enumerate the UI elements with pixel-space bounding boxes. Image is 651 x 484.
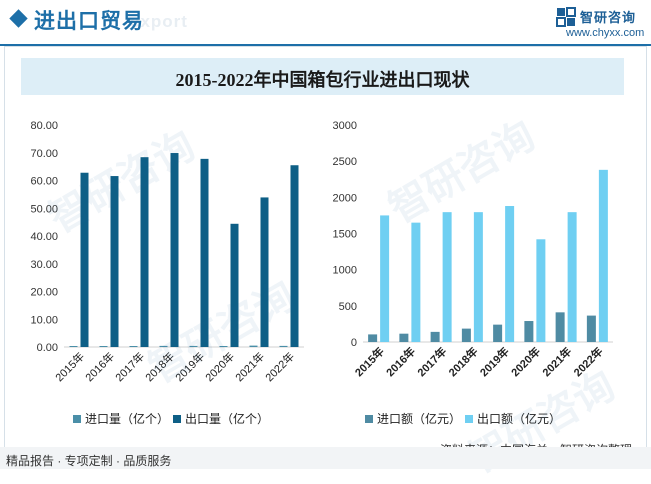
y-tick-label: 70.00 (30, 148, 58, 160)
chart-title: 2015-2022年中国箱包行业进出口现状 (175, 70, 470, 90)
bar-import (430, 331, 440, 342)
header-bar: export 进出口贸易 智研咨询 www.chyxx.com (0, 0, 651, 46)
bar-export (260, 197, 269, 347)
brand-name: 智研咨询 (580, 10, 637, 25)
y-tick-label: 0.00 (37, 342, 58, 354)
legend-swatch (365, 415, 373, 423)
y-tick-label: 40.00 (30, 231, 58, 243)
bar-import (399, 333, 409, 342)
y-tick-label: 2500 (333, 156, 357, 168)
header-watermark: export (130, 12, 188, 31)
chart-title-box: 2015-2022年中国箱包行业进出口现状 (21, 58, 624, 95)
x-tick-label: 2015年 (352, 344, 387, 379)
bar-export (598, 169, 608, 342)
bar-import (99, 346, 108, 347)
y-tick-label: 20.00 (30, 287, 58, 299)
y-tick-label: 50.00 (30, 203, 58, 215)
x-tick-label: 2016年 (383, 344, 418, 379)
legend-swatch (173, 415, 181, 423)
bar-import (129, 346, 138, 347)
bar-import (69, 346, 78, 347)
bar-import (555, 312, 565, 342)
bar-export (380, 215, 390, 342)
y-tick-label: 10.00 (30, 314, 58, 326)
bar-import (249, 345, 258, 347)
bar-import (159, 345, 168, 347)
bar-export (442, 212, 452, 342)
legend-swatch (73, 415, 81, 423)
bar-export (473, 212, 483, 342)
bar-export (290, 165, 299, 347)
brand-logo-icon (556, 7, 576, 27)
bar-export (110, 176, 119, 347)
y-tick-label: 0 (351, 337, 357, 349)
y-tick-label: 60.00 (30, 176, 58, 188)
x-tick-label: 2021年 (232, 349, 267, 384)
bar-export (536, 239, 546, 342)
footer-bar: 精品报告 · 专项定制 · 品质服务 (0, 447, 651, 469)
bar-export (170, 153, 179, 347)
page-title: 进出口贸易 (34, 10, 144, 33)
bar-import (586, 315, 596, 342)
x-tick-label: 2020年 (508, 344, 543, 379)
y-tick-label: 80.00 (30, 120, 58, 132)
bar-import (461, 328, 471, 342)
bar-import (219, 346, 228, 347)
x-tick-label: 2018年 (446, 344, 481, 379)
bar-import (493, 324, 503, 342)
value-chart: 0500100015002000250030002015年2016年2017年2… (333, 120, 613, 426)
y-tick-label: 500 (339, 301, 357, 313)
y-tick-label: 30.00 (30, 259, 58, 271)
x-tick-label: 2019年 (477, 344, 512, 379)
bar-import (524, 321, 534, 342)
bar-import (368, 334, 378, 342)
bar-export (567, 212, 577, 342)
x-tick-label: 2017年 (414, 344, 449, 379)
x-tick-label: 2016年 (82, 349, 117, 384)
x-tick-label: 2015年 (52, 349, 87, 384)
y-tick-label: 2000 (333, 192, 357, 204)
legend-label: 进口量（亿个） (85, 411, 169, 426)
y-tick-label: 3000 (333, 120, 357, 132)
bar-export (411, 222, 421, 342)
bar-import (279, 345, 288, 347)
footer-tagline: 精品报告 · 专项定制 · 品质服务 (6, 454, 172, 468)
bar-export (230, 223, 239, 347)
y-tick-label: 1500 (333, 229, 357, 241)
legend-swatch (465, 415, 473, 423)
volume-chart: 0.00 10.00 20.00 30.00 40.00 50.00 60.00 70.00 8… (30, 120, 304, 426)
bar-export (80, 172, 89, 347)
brand-url: www.chyxx.com (566, 27, 645, 39)
y-tick-label: 1000 (333, 265, 357, 277)
legend-label: 出口额（亿元） (477, 411, 561, 426)
x-tick-label: 2022年 (262, 349, 297, 384)
diamond-icon (9, 9, 28, 28)
bar-export (140, 157, 149, 347)
bar-export (200, 158, 209, 347)
bar-import (189, 345, 198, 347)
bar-export (505, 206, 515, 342)
legend-label: 出口量（亿个） (185, 411, 269, 426)
legend-label: 进口额（亿元） (377, 411, 461, 426)
header-divider (0, 44, 651, 46)
